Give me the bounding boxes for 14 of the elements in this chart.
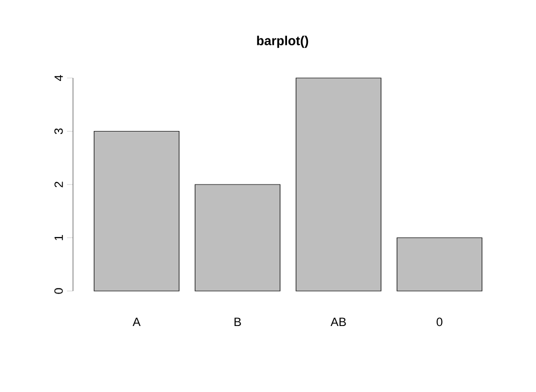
chart-title: barplot() bbox=[257, 36, 308, 48]
bar bbox=[396, 237, 482, 292]
bar bbox=[94, 130, 180, 292]
y-tick-label: 2 bbox=[54, 182, 63, 188]
x-tick-label: B bbox=[234, 318, 241, 326]
bar bbox=[194, 184, 280, 292]
x-tick-label: AB bbox=[330, 318, 346, 326]
y-tick-label: 1 bbox=[54, 235, 63, 240]
bar bbox=[296, 78, 382, 292]
x-tick-label: A bbox=[132, 318, 141, 326]
y-tick-label: 4 bbox=[54, 75, 63, 82]
x-tick-label: 0 bbox=[436, 318, 442, 326]
y-tick-label: 0 bbox=[54, 288, 63, 294]
y-tick-label: 3 bbox=[54, 128, 63, 134]
